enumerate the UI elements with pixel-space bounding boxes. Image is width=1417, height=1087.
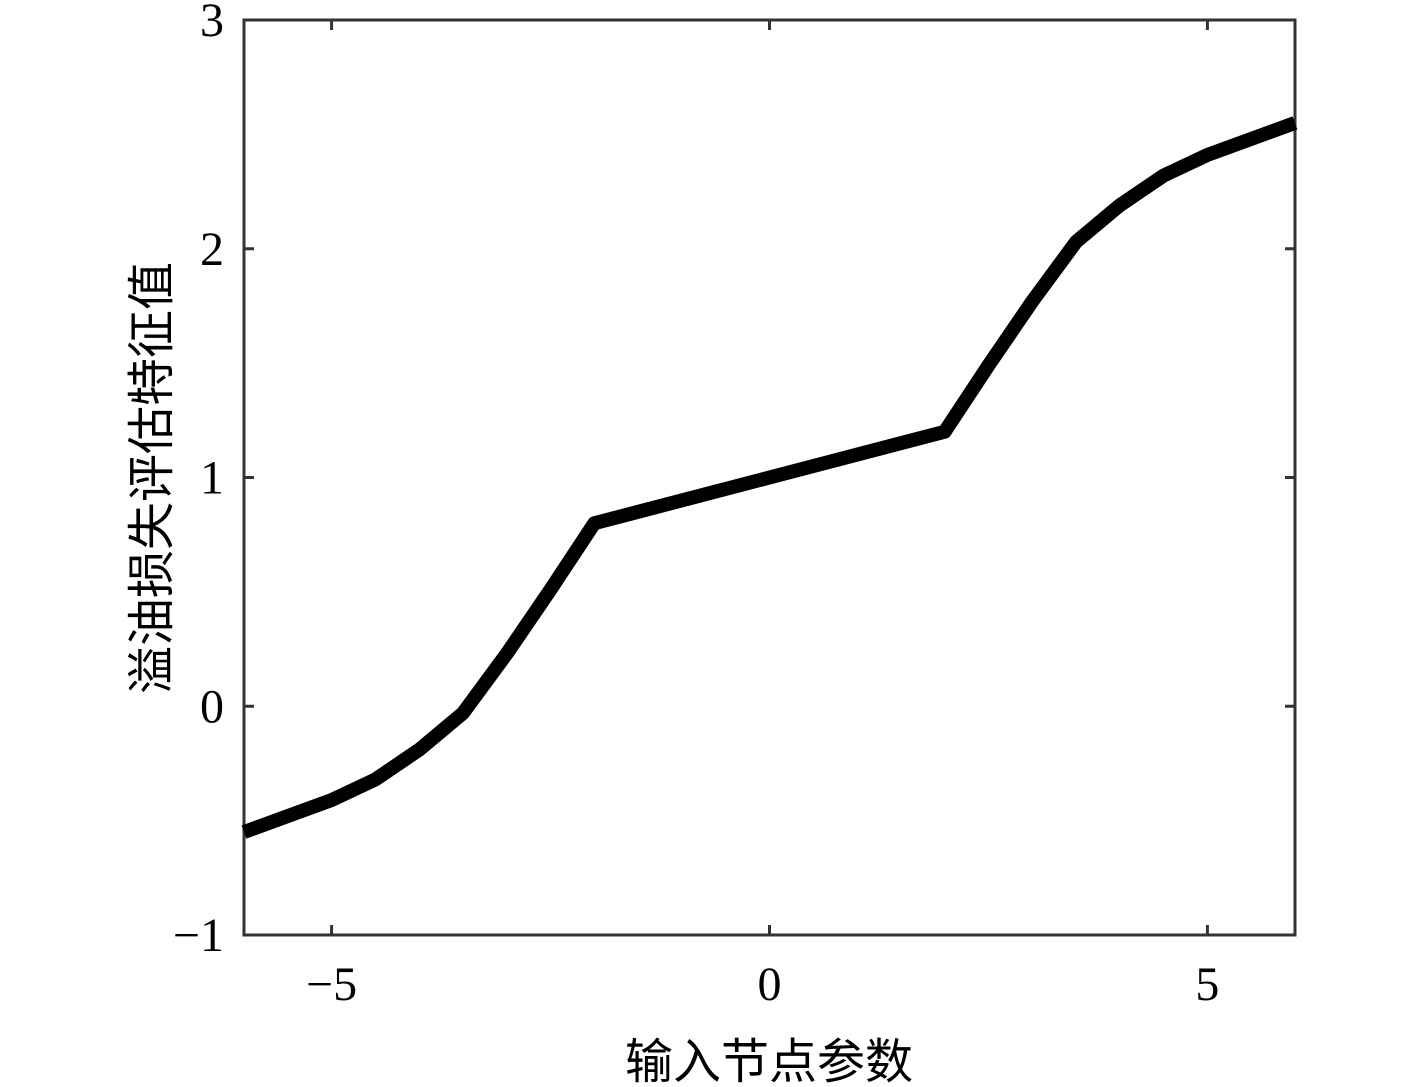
x-tick-label: 0	[758, 958, 782, 1011]
y-tick-label: 0	[200, 680, 224, 733]
x-tick-label: −5	[306, 958, 357, 1011]
x-tick-label: 5	[1195, 958, 1219, 1011]
y-tick-label: 1	[200, 452, 224, 505]
y-tick-label: −1	[173, 909, 224, 962]
line-series	[241, 116, 1298, 839]
y-axis-label: 溢油损失评估特征值	[126, 262, 179, 694]
y-tick-label: 2	[200, 223, 224, 276]
x-axis-label: 输入节点参数	[625, 1036, 913, 1087]
y-tick-label: 3	[200, 0, 224, 47]
